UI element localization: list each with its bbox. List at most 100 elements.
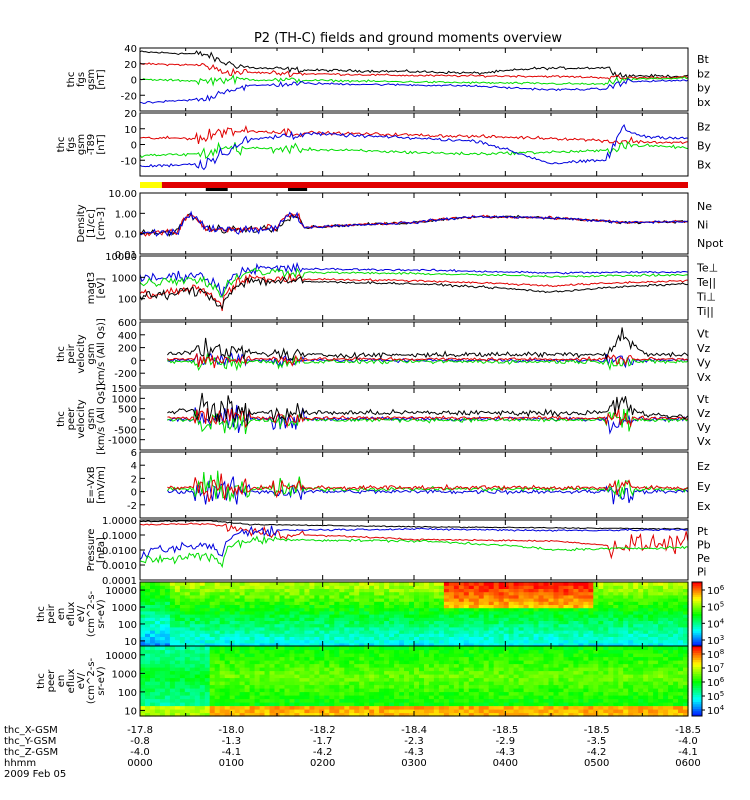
spectrogram-cell: [503, 684, 510, 689]
spectrogram-cell: [145, 688, 151, 693]
spectrogram-cell: [673, 649, 679, 654]
spectrogram-cell: [643, 656, 649, 661]
spectrogram-cell: [140, 610, 146, 615]
spectrogram-cell: [538, 582, 545, 586]
spectrogram-cell: [528, 688, 535, 693]
spectrogram-cell: [204, 670, 211, 675]
spectrogram-cell: [468, 642, 475, 647]
spectrogram-cell: [548, 649, 555, 654]
spectrogram-cell: [194, 601, 201, 605]
spectrogram-cell: [573, 633, 579, 637]
spectrogram-cell: [453, 623, 460, 628]
spectrogram-cell: [563, 684, 570, 689]
spectrogram-cell: [204, 588, 211, 593]
spectrogram-cell: [528, 604, 535, 609]
spectrogram-cell: [633, 598, 639, 602]
spectrogram-cell: [618, 691, 624, 696]
spectrogram-cell: [409, 604, 415, 609]
y-tick-label: 6: [131, 448, 137, 459]
spectrogram-cell: [443, 681, 450, 686]
spectrogram-cell: [254, 691, 261, 696]
spectrogram-cell: [254, 674, 261, 679]
spectrogram-cell: [209, 604, 216, 609]
spectrogram-cell: [678, 598, 684, 602]
spectrogram-cell: [608, 620, 614, 625]
spectrogram-cell: [379, 660, 385, 665]
spectrogram-cell: [339, 610, 345, 615]
spectrogram-cell: [294, 653, 300, 658]
spectrogram-cell: [438, 639, 445, 644]
legend-entry: Ex: [697, 500, 711, 513]
spectrogram-cell: [683, 688, 689, 693]
spectrogram-cell: [329, 674, 335, 679]
spectrogram-cell: [618, 617, 624, 621]
spectrogram-cell: [468, 623, 475, 628]
spectrogram-cell: [404, 626, 410, 631]
spectrogram-cell: [478, 620, 485, 625]
spectrogram-cell: [653, 636, 659, 641]
spectrogram-cell: [379, 588, 385, 593]
spectrogram-cell: [140, 614, 146, 618]
colorbar-segment: [692, 609, 702, 613]
spectrogram-cell: [224, 633, 231, 637]
spectrogram-cell: [329, 656, 335, 661]
spectrogram-cell: [468, 702, 475, 707]
spectrogram-cell: [533, 656, 540, 661]
spectrogram-cell: [329, 601, 335, 605]
spectrogram-cell: [663, 623, 669, 628]
spectrogram-cell: [284, 653, 291, 658]
spectrogram-cell: [608, 639, 614, 644]
spectrogram-cell: [658, 663, 664, 668]
spectrogram-cell: [159, 670, 166, 675]
spectrogram-cell: [533, 601, 540, 605]
spectrogram-cell: [164, 604, 171, 609]
spectrogram-cell: [598, 677, 604, 682]
spectrogram-cell: [508, 698, 515, 703]
spectrogram-cell: [503, 630, 510, 634]
spectrogram-cell: [424, 598, 430, 602]
spectrogram-cell: [394, 709, 400, 714]
spectrogram-cell: [573, 709, 579, 714]
spectrogram-cell: [409, 598, 415, 602]
spectrogram-cell: [503, 601, 510, 605]
spectrogram-cell: [628, 588, 634, 593]
spectrogram-cell: [618, 626, 624, 631]
spectrogram-cell: [603, 677, 609, 682]
spectrogram-cell: [199, 639, 206, 644]
spectrogram-cell: [513, 585, 520, 589]
spectrogram-cell: [369, 633, 375, 637]
spectrogram-cell: [463, 674, 470, 679]
spectrogram-cell: [294, 667, 300, 672]
spectrogram-cell: [284, 681, 291, 686]
spectrogram-cell: [284, 617, 291, 621]
spectrogram-cell: [438, 667, 445, 672]
spectrogram-cell: [174, 607, 181, 612]
spectrogram-cell: [613, 702, 619, 707]
spectrogram-cell: [468, 677, 475, 682]
spectrogram-cell: [154, 626, 161, 631]
spectrogram-cell: [593, 674, 599, 679]
spectrogram-cell: [543, 649, 550, 654]
spectrogram-cell: [374, 626, 380, 631]
y-tick-label: 10000: [105, 252, 137, 263]
spectrogram-cell: [653, 705, 659, 710]
spectrogram-cell: [239, 698, 246, 703]
spectrogram-cell: [493, 617, 500, 621]
spectrogram-cell: [488, 674, 495, 679]
spectrogram-cell: [334, 607, 340, 612]
spectrogram-cell: [229, 620, 236, 625]
spectrogram-cell: [140, 607, 146, 612]
mode-bar-segment: [287, 188, 308, 191]
spectrogram-cell: [578, 582, 584, 586]
spectrogram-cell: [319, 695, 325, 700]
spectrogram-cell: [309, 588, 315, 593]
spectrogram-cell: [573, 705, 579, 710]
spectrogram-cell: [239, 649, 246, 654]
spectrogram-cell: [603, 598, 609, 602]
spectrogram-cell: [169, 681, 176, 686]
spectrogram-cell: [354, 582, 360, 586]
spectrogram-cell: [568, 674, 574, 679]
spectrogram-cell: [503, 688, 510, 693]
